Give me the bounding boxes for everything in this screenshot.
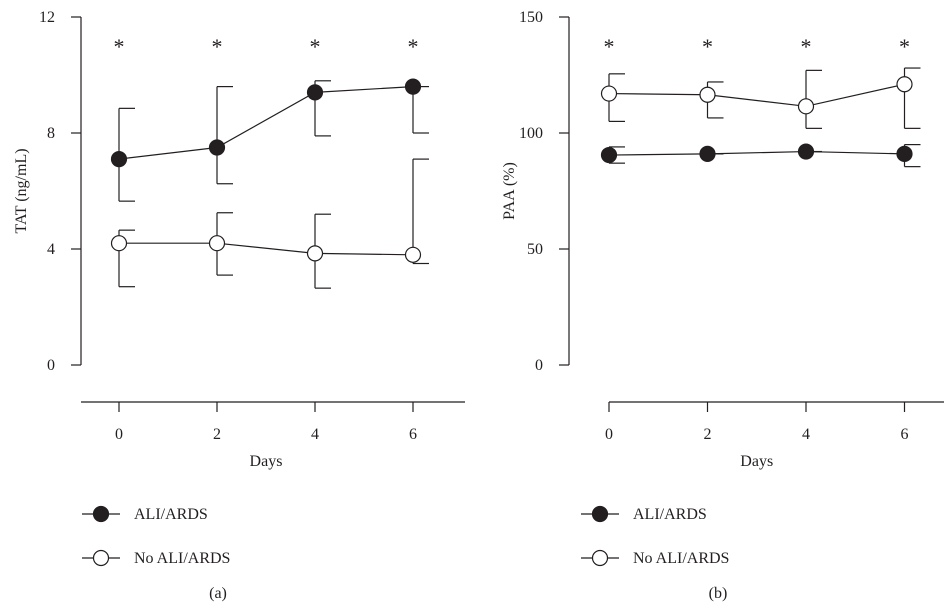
- x-tick-label: 4: [802, 426, 810, 443]
- panel-label: (a): [209, 585, 227, 602]
- series-line-no-ali-ards: [608, 83, 905, 107]
- significance-star: *: [408, 34, 419, 59]
- series-line-ali-ards: [608, 150, 905, 156]
- data-point: [110, 151, 128, 168]
- significance-star: *: [801, 34, 812, 59]
- y-axis-label: TAT (ng/mL): [13, 148, 30, 233]
- legend-label: No ALI/ARDS: [633, 550, 729, 567]
- legend-label: ALI/ARDS: [134, 506, 208, 523]
- series-line-no-ali-ards: [119, 242, 414, 256]
- significance-star: *: [899, 34, 910, 59]
- y-tick-label: 0: [535, 357, 543, 374]
- significance-star: *: [212, 34, 223, 59]
- y-tick-label: 8: [47, 125, 55, 142]
- data-point: [306, 245, 324, 262]
- data-point: [699, 145, 716, 162]
- legend-marker: [92, 505, 110, 523]
- panel-label: (b): [709, 585, 728, 602]
- x-tick-label: 0: [605, 426, 613, 443]
- series-line-ali-ards: [118, 86, 414, 160]
- x-tick-label: 0: [115, 426, 123, 443]
- y-tick-label: 12: [39, 9, 55, 26]
- data-point: [600, 146, 618, 164]
- data-point: [699, 86, 716, 103]
- y-tick-label: 100: [519, 125, 543, 142]
- legend-marker: [92, 549, 110, 567]
- significance-star: *: [114, 34, 125, 59]
- data-point: [110, 235, 128, 252]
- data-point: [600, 85, 618, 102]
- data-point: [896, 76, 913, 93]
- y-tick-label: 0: [47, 357, 55, 374]
- significance-star: *: [604, 34, 615, 59]
- legend-marker: [591, 549, 609, 567]
- x-tick-label: 6: [901, 426, 909, 443]
- data-point: [208, 139, 226, 156]
- x-tick-label: 6: [409, 426, 417, 443]
- data-point: [896, 145, 913, 162]
- data-point: [404, 246, 422, 263]
- panel-b: 0 50 100 150 PAA (%) 0 2 4 6 Days * * * * ALI/ARDS No A…: [501, 9, 944, 602]
- data-point: [306, 84, 324, 101]
- data-point: [797, 143, 815, 160]
- data-point: [404, 78, 422, 95]
- x-tick-label: 2: [213, 426, 221, 443]
- x-tick-label: 4: [311, 426, 319, 443]
- data-point: [208, 235, 226, 252]
- x-tick-label: 2: [704, 426, 712, 443]
- legend-marker: [591, 505, 609, 523]
- y-axis-label: PAA (%): [501, 162, 518, 220]
- panel-a: 0 4 8 12 TAT (ng/mL) 0 2 4 6 Days * * * * ALI/ARDS No A…: [13, 9, 465, 602]
- data-point: [797, 98, 815, 115]
- x-axis-label: Days: [250, 453, 283, 470]
- x-axis-label: Days: [740, 453, 773, 470]
- significance-star: *: [702, 34, 713, 59]
- y-tick-label: 4: [47, 241, 55, 258]
- y-tick-label: 50: [527, 241, 543, 258]
- significance-star: *: [310, 34, 321, 59]
- legend-label: ALI/ARDS: [633, 506, 707, 523]
- y-tick-label: 150: [519, 9, 543, 26]
- legend-label: No ALI/ARDS: [134, 550, 230, 567]
